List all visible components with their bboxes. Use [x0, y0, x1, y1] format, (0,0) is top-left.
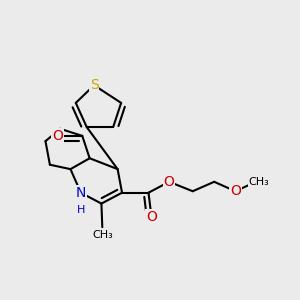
Text: O: O	[230, 184, 241, 198]
Text: H: H	[76, 206, 85, 215]
Text: CH₃: CH₃	[249, 177, 269, 187]
Text: O: O	[52, 129, 63, 143]
Text: S: S	[90, 78, 98, 92]
Text: CH₃: CH₃	[92, 230, 113, 239]
Text: N: N	[76, 186, 86, 200]
Text: O: O	[146, 210, 157, 224]
Text: O: O	[164, 175, 175, 189]
